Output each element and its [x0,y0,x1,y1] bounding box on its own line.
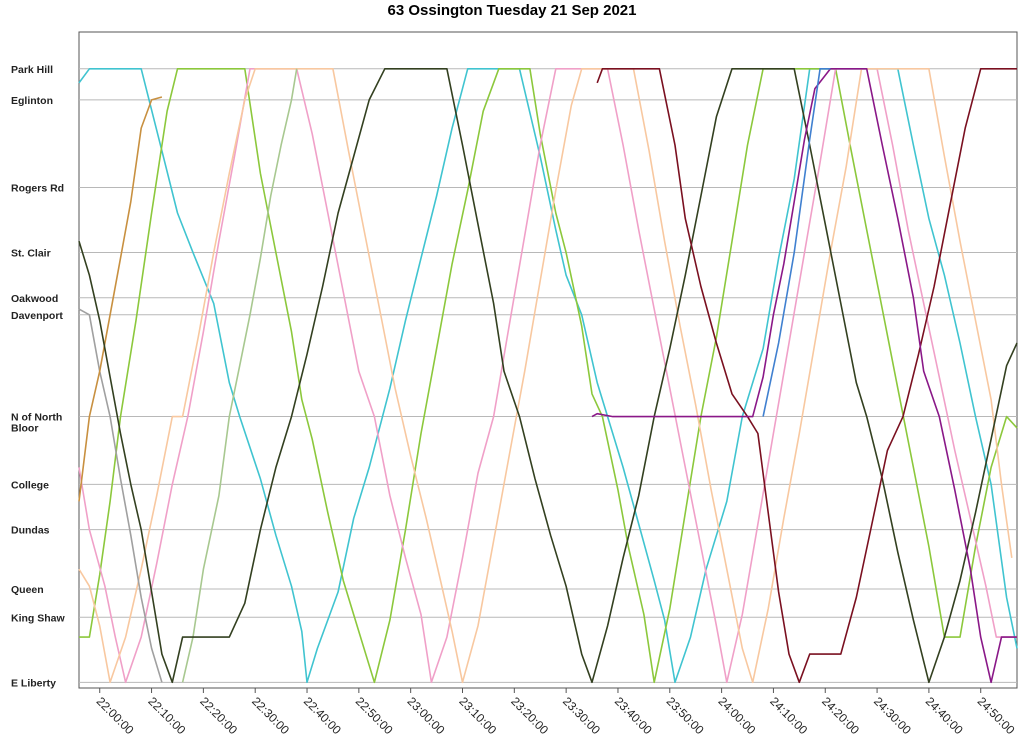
x-tick-label: 22:20:00 [197,694,240,737]
x-tick-label: 24:10:00 [767,694,810,737]
x-tick-label: 22:10:00 [145,694,188,737]
x-tick-label: 24:50:00 [975,694,1018,737]
stop-label: King Shaw [11,612,66,624]
x-tick-label: 24:00:00 [715,694,758,737]
stop-labels: Park Hill Eglinton Rogers Rd St. Clair Oakwo… [11,64,66,690]
series-line-7 [78,68,1018,684]
stop-label: Rogers Rd [11,183,64,195]
x-tick-label: 22:50:00 [353,694,396,737]
x-tick-label: 22:40:00 [301,694,344,737]
series-line-9 [591,68,1017,684]
x-tick-label: 22:00:00 [94,694,137,737]
stop-label: Park Hill [11,64,53,76]
x-tick-label: 23:30:00 [560,694,603,737]
x-tick-label: 23:00:00 [405,694,448,737]
series-line-10 [762,68,831,417]
x-tick-label: 22:30:00 [249,694,292,737]
stop-label: College [11,479,49,491]
stop-grid [79,68,1017,683]
stop-label: Dundas [11,525,50,537]
stop-label: Eglinton [11,95,53,107]
time-ticks: 22:00:00 22:10:00 22:20:00 22:30:00 22:40:00… [94,688,1018,737]
x-tick-label: 24:40:00 [923,694,966,737]
series-group [78,68,1018,684]
x-tick-label: 23:50:00 [664,694,707,737]
x-tick-label: 24:30:00 [871,694,914,737]
plot-frame [78,31,1018,689]
x-tick-label: 24:20:00 [819,694,862,737]
series-line-1 [79,68,1018,684]
series-line-4 [181,68,298,683]
series-line-8 [596,68,1017,684]
stop-label: Queen [11,584,44,596]
series-line-6 [78,96,163,502]
x-tick-label: 23:20:00 [508,694,551,737]
x-tick-label: 23:40:00 [612,694,655,737]
stop-label: Davenport [11,310,63,322]
chart-title: 63 Ossington Tuesday 21 Sep 2021 [387,2,637,19]
stop-label: N of North Bloor [11,412,62,435]
stop-label: Oakwood [11,293,58,305]
x-tick-label: 23:10:00 [456,694,499,737]
stop-label: E Liberty [11,677,56,689]
series-line-5 [78,308,163,683]
stop-label: St. Clair [11,248,51,260]
